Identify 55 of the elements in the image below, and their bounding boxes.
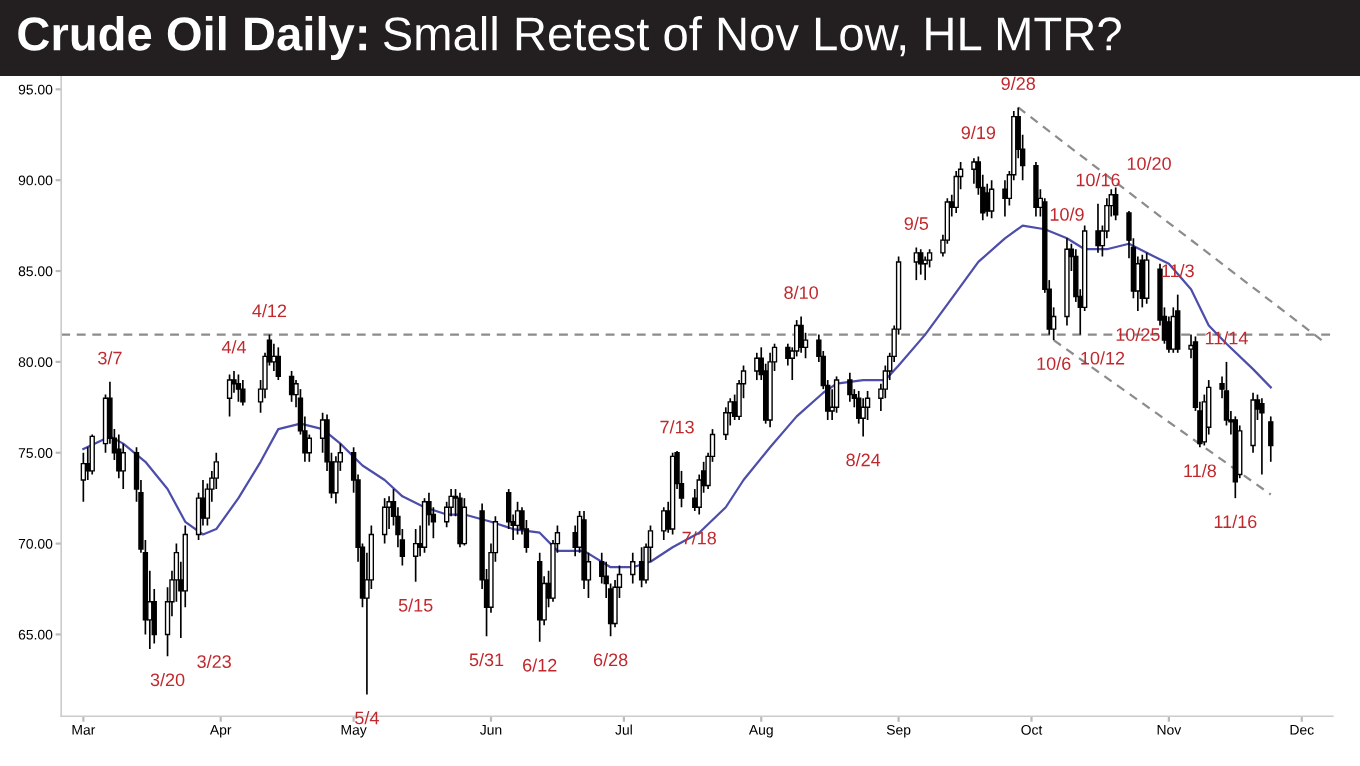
candlestick <box>754 351 760 381</box>
candlestick <box>1095 202 1101 254</box>
candlestick <box>275 346 281 381</box>
candlestick <box>1002 179 1008 218</box>
candlestick <box>226 373 233 418</box>
annotation: 3/20 <box>150 672 185 687</box>
candlestick <box>461 497 468 547</box>
annotation: 5/15 <box>398 598 433 612</box>
annotation: 9/19 <box>961 125 996 140</box>
candlestick <box>240 379 246 407</box>
annotation: 4/12 <box>252 303 287 318</box>
annotation: 10/6 <box>1037 356 1071 370</box>
annotation: 11/16 <box>1214 514 1257 529</box>
annotation: 10/9 <box>1050 207 1084 221</box>
annotation: 11/8 <box>1184 463 1216 478</box>
candlestick <box>723 406 729 441</box>
annotation: 3/7 <box>98 351 122 365</box>
candlestick <box>1033 161 1039 218</box>
candlestick <box>988 179 995 220</box>
annotation: 8/24 <box>846 453 881 467</box>
annotation: 3/23 <box>197 654 231 668</box>
candlestick <box>271 342 277 372</box>
annotation: 9/5 <box>904 216 929 230</box>
annotation: 7/13 <box>660 420 694 434</box>
candlestick <box>1237 424 1243 480</box>
annotation: 10/25 <box>1116 327 1160 341</box>
annotation: 8/10 <box>784 285 818 299</box>
candlestick <box>953 170 959 214</box>
candlestick <box>1268 415 1274 463</box>
candlestick <box>630 551 636 585</box>
candlestick <box>833 375 840 414</box>
candlestick <box>860 397 866 438</box>
candlestick <box>1223 361 1230 427</box>
candlestick <box>1175 293 1181 354</box>
annotation: 5/31 <box>469 652 504 667</box>
candlestick <box>89 433 95 476</box>
candlestick <box>1144 252 1150 305</box>
annotation: 10/20 <box>1127 156 1171 170</box>
annotation: 10/12 <box>1081 351 1125 365</box>
annotation: 10/16 <box>1076 173 1120 187</box>
candlestick <box>661 506 667 541</box>
chart-subtitle: Small Retest of Nov Low, HL MTR? <box>383 15 1121 57</box>
candlestick <box>798 315 804 354</box>
annotation: 4/4 <box>221 340 247 354</box>
candlestick <box>120 442 126 490</box>
annotation: 6/28 <box>593 652 628 667</box>
candlestick <box>381 497 388 545</box>
annotation: 6/12 <box>523 658 557 672</box>
annotation: 5/4 <box>355 711 379 725</box>
chart-title: Crude Oil Daily: <box>18 15 367 61</box>
candlestick <box>847 371 853 403</box>
candlestick <box>235 373 242 403</box>
candlestick <box>922 255 928 281</box>
annotation: 9/28 <box>1001 76 1036 91</box>
candlestick <box>1166 315 1172 354</box>
